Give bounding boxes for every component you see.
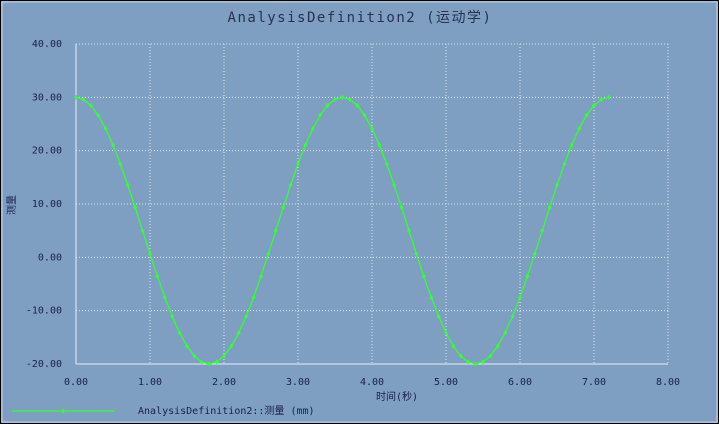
y-tick-label: 20.00 [32, 146, 62, 157]
series-marker [340, 94, 345, 100]
x-tick-label: 2.00 [212, 377, 236, 388]
series-marker [251, 294, 256, 300]
x-tick-label: 5.00 [434, 377, 458, 388]
series-marker [592, 102, 596, 108]
x-tick-label: 0.00 [64, 377, 88, 388]
y-tick-label: -20.00 [26, 359, 62, 370]
series-marker [170, 313, 175, 319]
series-marker [207, 361, 212, 367]
y-tick-label: -10.00 [26, 306, 62, 317]
series-marker [185, 343, 189, 349]
series-marker [303, 142, 308, 148]
series-marker [429, 294, 434, 300]
x-tick-label: 1.00 [138, 377, 162, 388]
series-marker [288, 182, 293, 188]
series-marker [488, 353, 493, 359]
series-marker [569, 142, 574, 148]
series-marker [214, 359, 219, 365]
series-marker [562, 161, 567, 167]
series-marker [229, 343, 234, 349]
series-marker [414, 251, 419, 257]
y-tick-label: 0.00 [38, 252, 62, 263]
series-marker [473, 361, 478, 367]
series-marker [222, 353, 226, 359]
series-marker [333, 96, 337, 102]
series-marker [421, 273, 426, 279]
series-marker [118, 161, 123, 167]
series-marker [444, 330, 448, 336]
series-marker [325, 102, 330, 108]
x-tick-label: 6.00 [508, 377, 532, 388]
series-marker [140, 228, 145, 234]
series-marker [244, 313, 249, 319]
x-tick-label: 3.00 [286, 377, 310, 388]
series-marker [384, 161, 389, 167]
series-marker [362, 112, 367, 118]
chart-title: AnalysisDefinition2 (运动学) [228, 10, 493, 26]
series-marker [266, 251, 271, 257]
series-marker [192, 353, 197, 359]
series-marker [273, 228, 278, 234]
series-marker [599, 96, 604, 102]
series-marker [88, 102, 93, 108]
y-tick-label: 40.00 [32, 39, 62, 50]
series-marker [296, 161, 300, 167]
series-marker [503, 330, 508, 336]
series-marker [177, 330, 182, 336]
series-marker [377, 142, 382, 148]
series-marker [310, 126, 315, 132]
series-marker [555, 182, 559, 188]
series-marker [74, 94, 78, 100]
series-marker [111, 142, 115, 148]
series-marker [281, 205, 286, 211]
series-marker [481, 359, 485, 365]
series-marker [392, 182, 397, 188]
y-tick-label: 30.00 [32, 92, 62, 103]
series-marker [466, 359, 471, 365]
series-marker [125, 182, 130, 188]
series-marker [399, 205, 404, 211]
series-marker [532, 251, 537, 257]
series-marker [370, 126, 374, 132]
series-marker [103, 126, 108, 132]
series-marker [525, 273, 530, 279]
series-marker [347, 96, 352, 102]
x-tick-label: 7.00 [582, 377, 606, 388]
x-tick-label: 8.00 [656, 377, 680, 388]
legend-marker [61, 408, 65, 414]
series-marker [495, 343, 500, 349]
series-marker [606, 94, 611, 100]
series-marker [96, 112, 101, 118]
x-tick-label: 4.00 [360, 377, 384, 388]
series-marker [407, 228, 411, 234]
series-marker [458, 353, 463, 359]
series-marker [133, 205, 138, 211]
legend-label: AnalysisDefinition2::测量 (mm) [138, 404, 315, 417]
series-marker [155, 273, 160, 279]
series-marker [584, 112, 589, 118]
series-marker [148, 251, 152, 257]
y-tick-label: 10.00 [32, 199, 62, 210]
series-marker [355, 102, 360, 108]
series-marker [81, 96, 86, 102]
series-marker [199, 359, 204, 365]
series-marker [259, 273, 263, 279]
x-axis-label: 时间(秒) [376, 390, 418, 403]
series-marker [318, 112, 323, 118]
series-marker [162, 294, 167, 300]
y-axis-label: 测量 [5, 195, 18, 215]
series-marker [518, 294, 522, 300]
series-marker [436, 313, 441, 319]
series-marker [577, 126, 582, 132]
series-marker [236, 330, 241, 336]
series-marker [547, 205, 552, 211]
series-marker [510, 313, 515, 319]
series-marker [451, 343, 456, 349]
series-marker [540, 228, 545, 234]
